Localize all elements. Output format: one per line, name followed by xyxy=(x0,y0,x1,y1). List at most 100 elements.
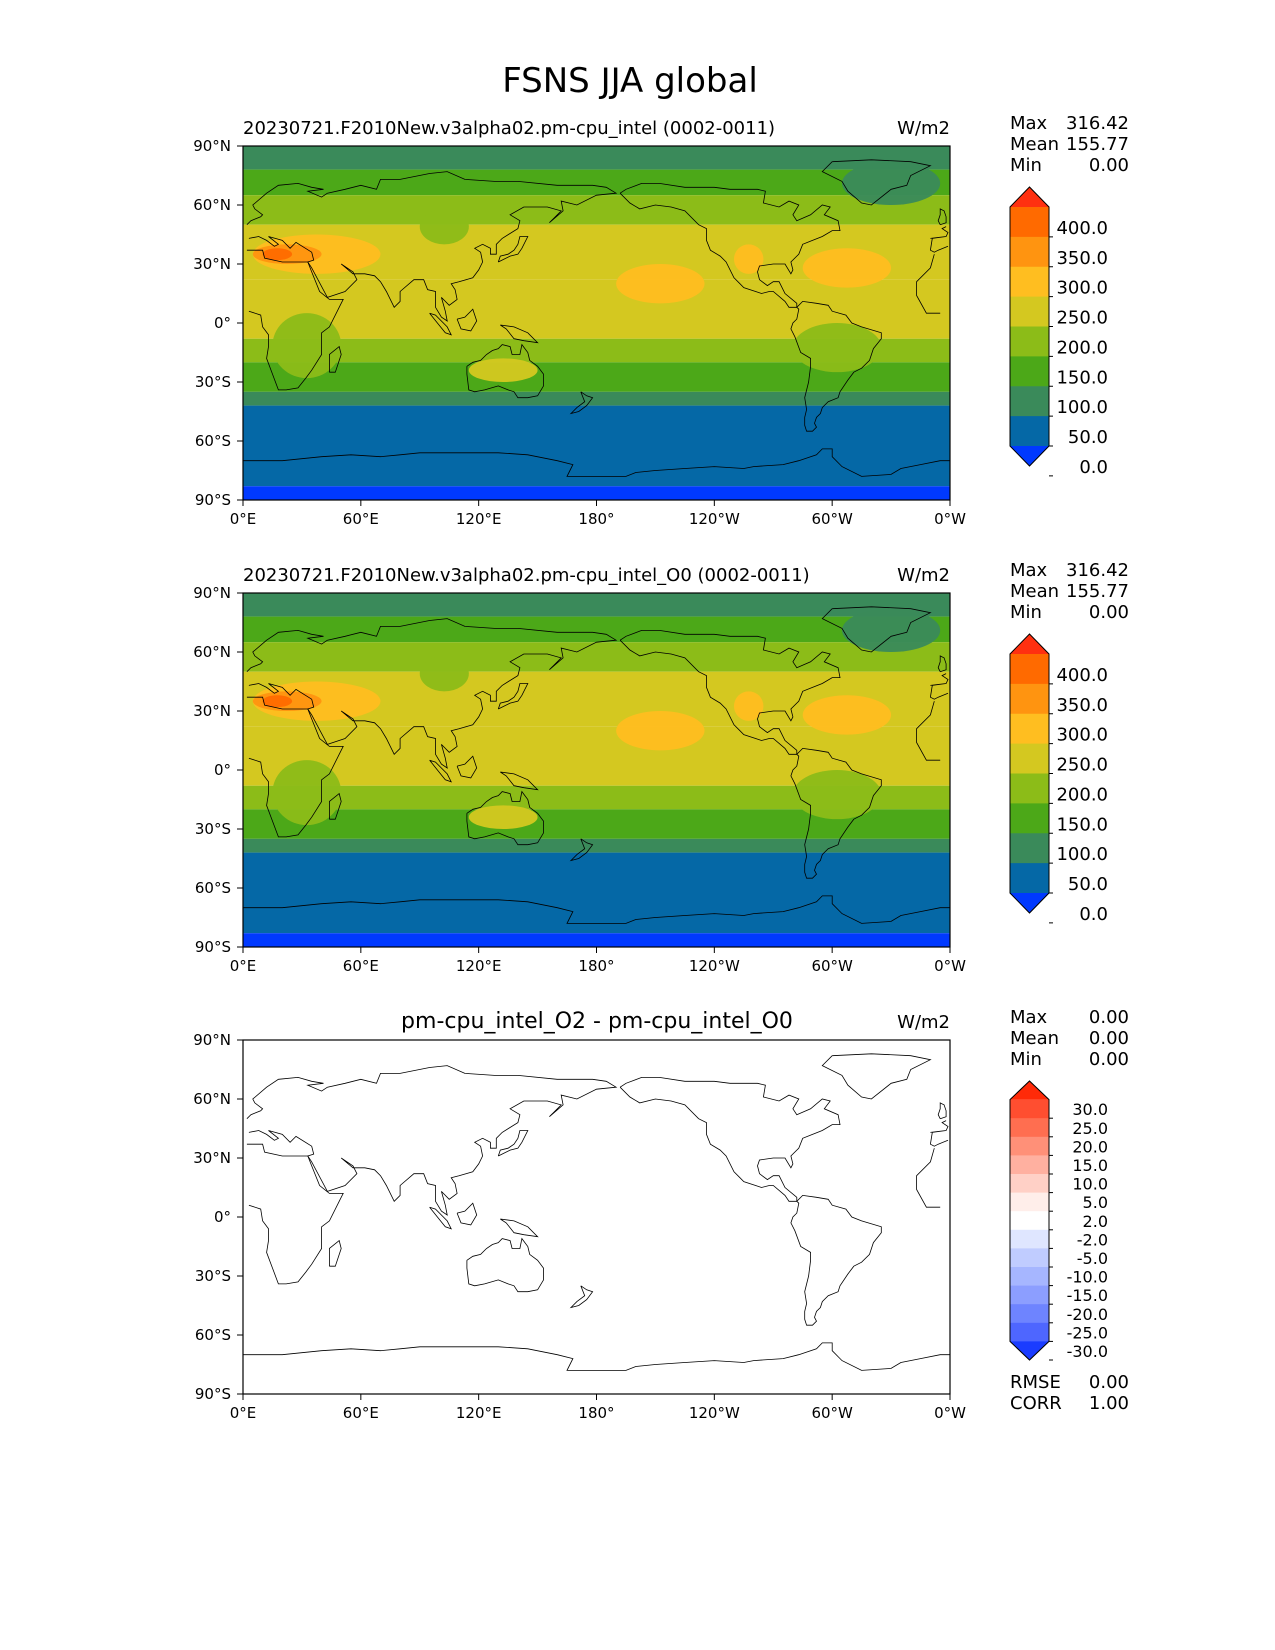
panel-2-coast-newguinea xyxy=(500,771,539,791)
panel-2-colorbar-seg-1 xyxy=(1010,654,1049,685)
panel-1-colorbar-top-arrow xyxy=(1010,187,1049,207)
panel-2-colorbar-seg-7 xyxy=(1010,833,1049,864)
panel-1-title: 20230721.F2010New.v3alpha02.pm-cpu_intel… xyxy=(243,118,775,139)
panel-2-stat-value-1: 155.77 xyxy=(1066,581,1129,602)
panel-3-extra-label-0: RMSE xyxy=(1010,1372,1061,1393)
panel-1-coast-borneo xyxy=(456,308,478,332)
panel-3-colorbar-seg-9 xyxy=(1010,1248,1049,1268)
panel-3-extra-label-1: CORR xyxy=(1010,1393,1062,1414)
panel-2-colorbar-label-8: 0.0 xyxy=(1079,904,1108,925)
panel-3-coast-greenland xyxy=(821,1053,932,1100)
panel-1-coast-greenland xyxy=(821,159,932,206)
panel-3-colorbar-label-12: -25.0 xyxy=(1067,1323,1108,1342)
panel-2-coast-australia xyxy=(466,790,544,846)
panel-3-colorbar-label-9: -10.0 xyxy=(1067,1268,1108,1287)
panel-1-ytick-label-1: 60°N xyxy=(193,196,231,214)
panel-2-colorbar-seg-4 xyxy=(1010,743,1049,774)
panel-2-coast-uk xyxy=(937,655,947,673)
panel-1-stat-value-0: 316.42 xyxy=(1066,113,1129,134)
panel-1-colorbar-seg-4 xyxy=(1010,296,1049,327)
panel-1-xtick-label-3: 180° xyxy=(578,510,614,528)
panel-2-coast-borneo xyxy=(456,755,478,779)
panel-3-coast-australia xyxy=(466,1237,544,1293)
panel-2-coast-eurasia xyxy=(246,618,949,769)
panel-3-colorbar-seg-1 xyxy=(1010,1099,1049,1119)
panel-3-stat-label-1: Mean xyxy=(1010,1028,1059,1049)
panel-1-colorbar-seg-5 xyxy=(1010,326,1049,357)
panel-1-ytick-label-4: 30°S xyxy=(195,373,231,391)
panel-3-colorbar-label-7: -2.0 xyxy=(1077,1230,1108,1249)
panel-2-patch-8 xyxy=(792,770,882,820)
panel-2-stat-label-0: Max xyxy=(1010,560,1048,581)
panel-2-patch-1 xyxy=(802,695,892,735)
panel-3-colorbar-label-0: 30.0 xyxy=(1072,1100,1108,1119)
panel-3-colorbar-label-13: -30.0 xyxy=(1067,1342,1108,1361)
panel-1-colorbar-seg-8 xyxy=(1010,416,1049,447)
panel-1-coast-africa xyxy=(246,249,941,391)
panel-3-extra-value-0: 0.00 xyxy=(1089,1372,1129,1393)
panel-2-map xyxy=(243,593,950,947)
panel-3-colorbar-label-8: -5.0 xyxy=(1077,1249,1108,1268)
panel-2-coast-newzealand xyxy=(569,838,594,862)
panel-3-ytick-label-6: 90°S xyxy=(195,1385,231,1403)
panel-1-colorbar-seg-3 xyxy=(1010,266,1049,298)
panel-1-colorbar-label-4: 200.0 xyxy=(1056,337,1108,358)
panel-1-stat-value-2: 0.00 xyxy=(1089,155,1129,176)
panel-3-map xyxy=(243,1040,950,1394)
panel-1-xtick-label-0: 0°E xyxy=(230,510,257,528)
panel-2-xtick-label-4: 120°W xyxy=(689,957,740,975)
panel-2-xtick-label-1: 60°E xyxy=(343,957,379,975)
panels: 0°E 60°E 120°E 180° 120°W 60°W 0°W 90°N 60°N 30°N… xyxy=(193,113,1129,1422)
panel-2-band-9 xyxy=(243,933,950,947)
panel-3-xtick-label-0: 0°E xyxy=(230,1404,257,1422)
panel-2-colorbar-label-0: 400.0 xyxy=(1056,665,1108,686)
panel-2-title: 20230721.F2010New.v3alpha02.pm-cpu_intel… xyxy=(243,565,810,586)
panel-1-ytick-label-5: 60°S xyxy=(195,432,231,450)
panel-2-colorbar-label-3: 250.0 xyxy=(1056,755,1108,776)
panel-3-coast-uk xyxy=(937,1102,947,1120)
panel-1-coast-northamerica xyxy=(619,183,841,308)
panel-1-xtick-label-1: 60°E xyxy=(343,510,379,528)
panel-1-colorbar-label-5: 150.0 xyxy=(1056,367,1108,388)
panel-1-ytick-label-3: 0° xyxy=(214,314,231,332)
panel-3-ytick-label-3: 0° xyxy=(214,1208,231,1226)
panel-2-band-1 xyxy=(243,616,950,643)
panel-1-patch-6 xyxy=(468,358,538,383)
panel-1-band-0 xyxy=(243,146,950,170)
panel-2-xtick-label-5: 60°W xyxy=(811,957,853,975)
panel-1-coast-newguinea xyxy=(500,324,539,344)
panel-2-ytick-label-5: 60°S xyxy=(195,879,231,897)
panel-2-ytick-label-4: 30°S xyxy=(195,820,231,838)
panel-2-colorbar-seg-2 xyxy=(1010,683,1049,715)
panel-2-ytick-label-3: 0° xyxy=(214,761,231,779)
panel-3-ytick-label-4: 30°S xyxy=(195,1267,231,1285)
panel-1-coast-antarctica xyxy=(243,448,950,477)
panel-3-colorbar-seg-8 xyxy=(1010,1229,1049,1249)
panel-3-units: W/m2 xyxy=(897,1012,950,1033)
panel-2-stat-value-0: 316.42 xyxy=(1066,560,1129,581)
panel-1-colorbar-seg-7 xyxy=(1010,386,1049,417)
panel-3-colorbar-seg-4 xyxy=(1010,1155,1049,1175)
panel-1-stat-label-1: Mean xyxy=(1010,134,1059,155)
panel-2-colorbar-label-7: 50.0 xyxy=(1068,874,1108,895)
panel-3-xtick-label-3: 180° xyxy=(578,1404,614,1422)
panel-3-coast-eurasia xyxy=(246,1065,949,1216)
panel-1-patch-4 xyxy=(262,248,293,261)
panel-3-colorbar-seg-3 xyxy=(1010,1136,1049,1156)
panel-2: 0°E 60°E 120°E 180° 120°W 60°W 0°W 90°N 60°N 30°N… xyxy=(193,560,1129,975)
panel-2-colorbar-seg-6 xyxy=(1010,803,1049,834)
panel-1-coast-sumatra xyxy=(429,312,452,336)
panel-2-ytick-label-2: 30°N xyxy=(193,702,231,720)
panel-3-xtick-label-4: 120°W xyxy=(689,1404,740,1422)
panel-1-colorbar-label-0: 400.0 xyxy=(1056,218,1108,239)
panel-1-xtick-label-6: 0°W xyxy=(934,510,966,528)
panel-2-colorbar-seg-3 xyxy=(1010,713,1049,745)
panel-1-band-1 xyxy=(243,169,950,196)
panel-1-coast-southamerica xyxy=(790,300,882,432)
panel-3-coast-newzealand xyxy=(569,1285,594,1309)
panel-2-ytick-label-1: 60°N xyxy=(193,643,231,661)
panel-2-xtick-label-2: 120°E xyxy=(456,957,502,975)
panel-3-ytick-label-2: 30°N xyxy=(193,1149,231,1167)
panel-1-patch-5 xyxy=(733,244,764,274)
